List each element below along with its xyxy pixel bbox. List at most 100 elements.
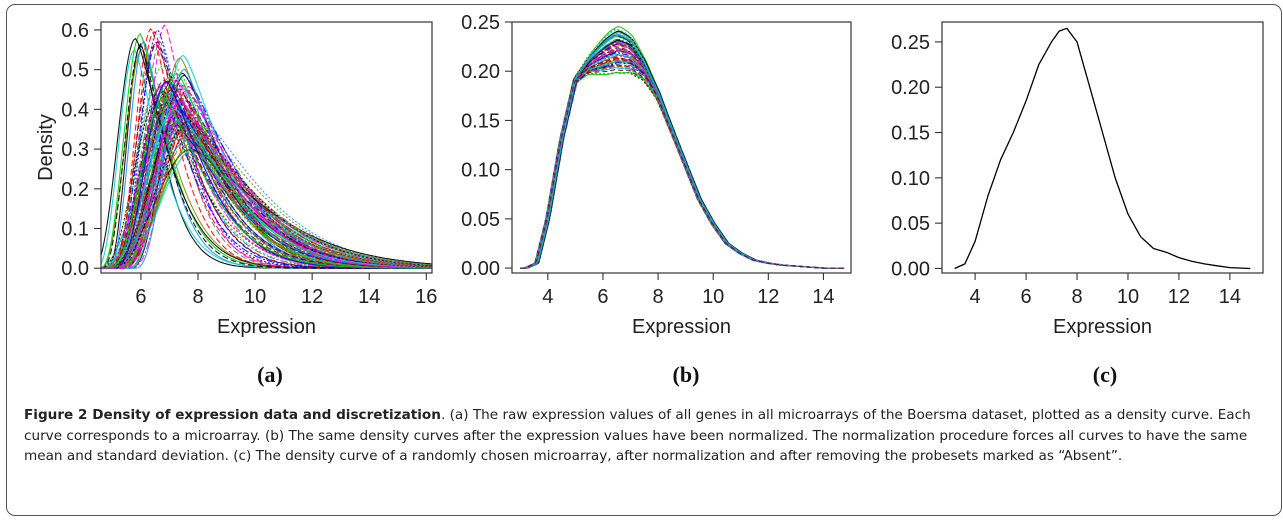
density-curve-b-5 [520,60,845,269]
chart-panel-c: 4 6 8 10 12 14 0.00 0.05 0.10 0.15 0.20 0.25 Express… [891,21,1264,387]
y-tick-label-a: 0.5 [61,60,89,82]
x-tick-label-a: 12 [301,286,323,308]
x-tick-label-c: 14 [1219,286,1241,308]
y-tick-label-c: 0.10 [891,168,930,190]
density-curve-b-44 [520,60,845,269]
density-curve-b-66 [520,65,845,269]
density-curve-a-60 [101,148,432,269]
y-tick-label-a: 0.1 [61,219,89,241]
figure-frame [6,4,1282,516]
density-curve-a-81 [101,28,432,269]
y-tick-label-c: 0.05 [891,213,930,235]
density-curve-b-7 [520,61,845,269]
density-curve-b-8 [520,31,845,269]
y-tick-label-a: 0.4 [61,99,89,121]
plot-frame-a [100,21,433,274]
density-curve-a-102 [101,136,432,269]
figure-charts: 6 8 10 12 14 16 0.0 0.1 0.2 0.3 0.4 0.5 0.6 Expressio… [35,12,1264,387]
y-tick-label-b: 0.05 [461,209,500,231]
plot-frame-c [941,21,1264,274]
density-curve-b-2 [520,60,845,269]
plot-frame-b [511,21,852,274]
density-curve-a-49 [101,42,432,269]
y-tick-label-c: 0.25 [891,32,930,54]
y-tick-label-b: 0.20 [461,61,500,83]
y-tick-label-a: 0.0 [61,258,89,280]
density-curve-b-69 [520,56,845,269]
density-curve-a-105 [101,85,432,269]
density-curve-b-63 [520,62,845,269]
density-curve-b-27 [520,63,845,269]
density-curve-a-58 [101,107,432,269]
density-curve-c [954,27,1251,270]
x-tick-label-c: 10 [1117,286,1139,308]
density-curve-b-47 [520,60,845,269]
y-tick-label-c: 0.00 [891,258,930,280]
curves-b [520,26,845,269]
x-tick-label-b: 4 [542,286,553,308]
density-curve-a-71 [101,125,432,269]
density-curve-b-21 [520,65,845,269]
y-tick-label-a: 0.2 [61,179,89,201]
x-tick-label-a: 6 [135,286,146,308]
x-tick-label-b: 6 [597,286,608,308]
density-curve-b-12 [520,26,845,269]
density-curve-b-61 [520,64,845,269]
x-tick-label-b: 10 [702,286,724,308]
density-curve-a-76 [101,148,432,269]
density-curve-a-66 [101,87,432,269]
density-curve-b-30 [520,60,845,269]
density-curve-b-54 [520,28,845,269]
x-axis-label-a: Expression [217,316,316,338]
y-tick-label-c: 0.15 [891,123,930,145]
x-tick-label-c: 12 [1168,286,1190,308]
density-curve-b-33 [520,64,845,269]
figure-caption: Figure 2 Density of expression data and … [24,405,1264,467]
x-tick-label-a: 14 [358,286,380,308]
density-curve-a-103 [101,124,432,269]
panel-label-c: (c) [1093,362,1117,387]
chart-panel-b: 4 6 8 10 12 14 0.00 0.05 0.10 0.15 0.20 0.25 Express… [461,12,852,387]
x-tick-label-b: 8 [653,286,664,308]
x-tick-label-c: 6 [1021,286,1032,308]
y-tick-label-b: 0.25 [461,12,500,34]
density-curve-a-104 [101,97,432,269]
density-curve-b-41 [520,58,845,269]
density-curve-b-40 [520,30,845,269]
density-curve-a-86 [101,126,432,269]
density-curve-b-13 [520,59,845,269]
curves-c [954,27,1251,270]
y-tick-label-c: 0.20 [891,77,930,99]
x-tick-label-a: 8 [192,286,203,308]
x-axis-label-c: Expression [1053,316,1152,338]
caption-title: Figure 2 Density of expression data and … [24,407,441,423]
density-curve-b-22 [520,31,845,269]
density-curve-b-36 [520,30,845,269]
caption-text: . (a) The raw expression values of all g… [24,407,1251,464]
density-curve-b-19 [520,57,845,269]
y-tick-label-b: 0.15 [461,110,500,132]
density-curve-a-100 [101,120,432,269]
density-curve-a-94 [101,69,432,269]
y-tick-label-a: 0.3 [61,139,89,161]
y-axis-label-a: Density [35,114,57,181]
curves-a [101,24,432,269]
x-tick-label-b: 14 [812,286,834,308]
panel-label-b: (b) [673,362,700,387]
x-tick-label-a: 16 [415,286,437,308]
density-curve-a-97 [101,128,432,269]
density-curve-b-35 [520,61,845,269]
y-tick-label-b: 0.00 [461,258,500,280]
panel-label-a: (a) [257,362,283,387]
x-tick-label-c: 4 [970,286,981,308]
x-tick-label-c: 8 [1071,286,1082,308]
y-tick-label-a: 0.6 [61,20,89,42]
chart-panel-a: 6 8 10 12 14 16 0.0 0.1 0.2 0.3 0.4 0.5 0.6 Expressio… [35,20,437,387]
density-curve-a-98 [101,108,432,269]
x-axis-label-b: Expression [632,316,731,338]
x-tick-label-b: 12 [757,286,779,308]
density-curve-b-26 [520,28,845,269]
x-tick-label-a: 10 [244,286,266,308]
y-tick-label-b: 0.10 [461,160,500,182]
density-curve-b-16 [520,59,845,269]
